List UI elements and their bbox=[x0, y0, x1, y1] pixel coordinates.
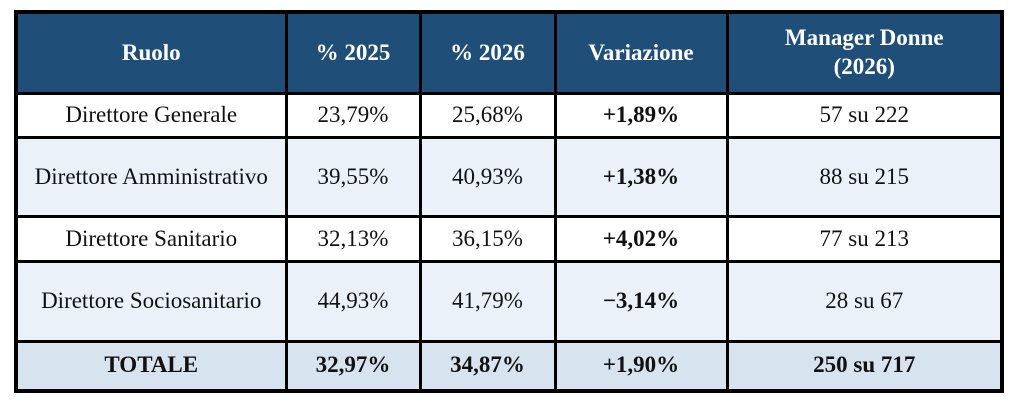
table-header: Ruolo % 2025 % 2026 Variazione Manager D… bbox=[14, 10, 1004, 95]
cell-variazione: +1,89% bbox=[553, 92, 729, 139]
cell-pct-2026: 40,93% bbox=[418, 136, 557, 218]
table-row-totale: TOTALE 32,97% 34,87% +1,90% 250 su 717 bbox=[14, 340, 1004, 392]
table-row-direttore-sociosanitario: Direttore Sociosanitario 44,93% 41,79% −… bbox=[14, 260, 1004, 343]
cell-variazione: +1,90% bbox=[553, 340, 729, 392]
cell-pct-2025: 32,97% bbox=[284, 340, 422, 392]
table-row-direttore-sanitario: Direttore Sanitario 32,13% 36,15% +4,02%… bbox=[14, 215, 1004, 263]
header-row: Ruolo % 2025 % 2026 Variazione Manager D… bbox=[14, 10, 1004, 95]
column-header-variazione: Variazione bbox=[553, 10, 729, 95]
table-row-direttore-amministrativo: Direttore Amministrativo 39,55% 40,93% +… bbox=[14, 136, 1004, 218]
column-header-2026: % 2026 bbox=[418, 10, 557, 95]
cell-manager-donne: 88 su 215 bbox=[725, 136, 1004, 218]
table-row-direttore-generale: Direttore Generale 23,79% 25,68% +1,89% … bbox=[14, 92, 1004, 139]
cell-pct-2025: 23,79% bbox=[284, 92, 422, 139]
cell-variazione: −3,14% bbox=[553, 260, 729, 343]
cell-ruolo: Direttore Sanitario bbox=[14, 215, 288, 263]
table-body: Direttore Generale 23,79% 25,68% +1,89% … bbox=[14, 92, 1004, 392]
cell-ruolo: Direttore Generale bbox=[14, 92, 288, 139]
cell-pct-2026: 34,87% bbox=[418, 340, 557, 392]
column-header-ruolo: Ruolo bbox=[14, 10, 288, 95]
cell-totale-label: TOTALE bbox=[14, 340, 288, 392]
cell-pct-2026: 25,68% bbox=[418, 92, 557, 139]
column-header-manager-donne: Manager Donne (2026) bbox=[725, 10, 1004, 95]
cell-pct-2026: 36,15% bbox=[418, 215, 557, 263]
column-header-manager-donne-label: Manager Donne (2026) bbox=[784, 25, 944, 79]
cell-manager-donne: 250 su 717 bbox=[725, 340, 1004, 392]
cell-pct-2025: 32,13% bbox=[284, 215, 422, 263]
cell-variazione: +1,38% bbox=[553, 136, 729, 218]
cell-manager-donne: 77 su 213 bbox=[725, 215, 1004, 263]
manager-donne-table: Ruolo % 2025 % 2026 Variazione Manager D… bbox=[14, 10, 1004, 393]
cell-manager-donne: 28 su 67 bbox=[725, 260, 1004, 343]
cell-manager-donne: 57 su 222 bbox=[725, 92, 1004, 139]
cell-ruolo: Direttore Amministrativo bbox=[14, 136, 288, 218]
column-header-2025: % 2025 bbox=[284, 10, 422, 95]
cell-pct-2025: 39,55% bbox=[284, 136, 422, 218]
cell-ruolo: Direttore Sociosanitario bbox=[14, 260, 288, 343]
cell-variazione: +4,02% bbox=[553, 215, 729, 263]
cell-pct-2026: 41,79% bbox=[418, 260, 557, 343]
cell-pct-2025: 44,93% bbox=[284, 260, 422, 343]
